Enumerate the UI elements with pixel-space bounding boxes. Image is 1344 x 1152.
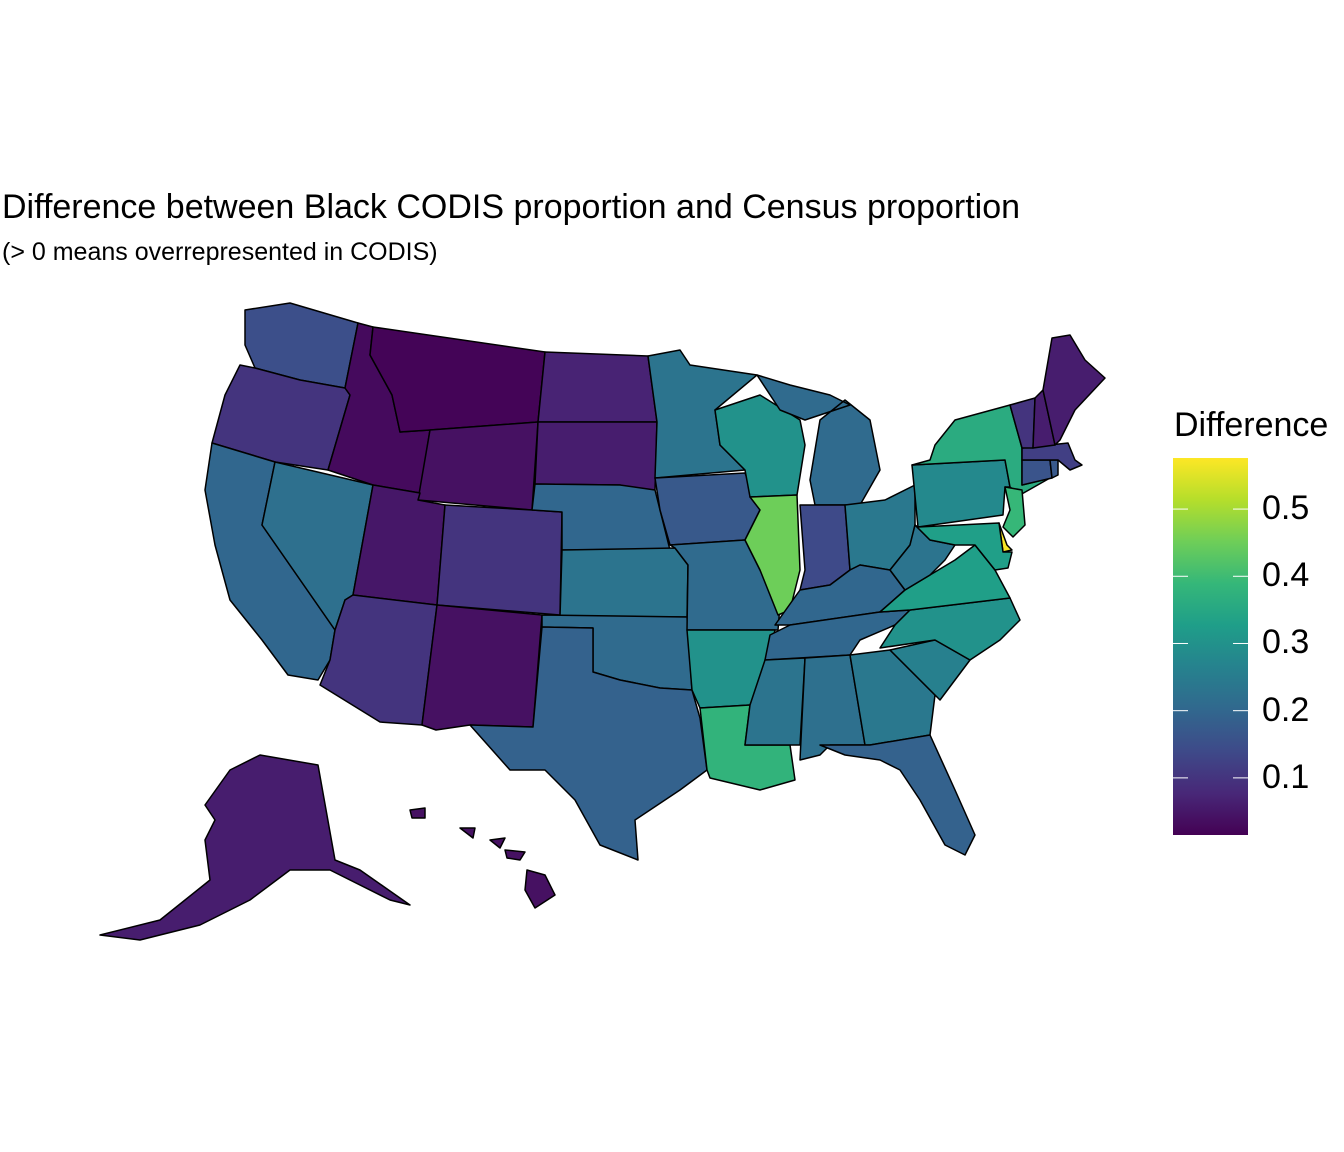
state-nc: [879, 597, 1021, 661]
state-ct: [1021, 459, 1053, 486]
state-wy: [417, 421, 539, 511]
legend-tick-label: 0.3: [1262, 623, 1310, 662]
state-hi: [409, 807, 556, 909]
legend-tick-label: 0.1: [1262, 757, 1310, 796]
state-ak: [99, 754, 411, 941]
state-il: [744, 494, 801, 616]
state-mt: [369, 326, 546, 433]
state-ia: [654, 472, 761, 546]
legend-ticks: [1173, 508, 1248, 779]
chart-title: Difference between Black CODIS proportio…: [2, 188, 1021, 226]
state-tx: [469, 626, 708, 861]
state-md: [914, 522, 1013, 571]
state-nm: [421, 604, 543, 731]
chart-subtitle: (> 0 means overrepresented in CODIS): [2, 238, 438, 266]
state-co: [436, 504, 563, 616]
legend-tick-label: 0.5: [1262, 489, 1310, 528]
state-nd: [537, 351, 658, 423]
state-or: [211, 364, 351, 471]
state-ri: [1049, 459, 1059, 479]
states-layer: [99, 302, 1106, 941]
state-ma: [1021, 442, 1083, 471]
legend-colorbar: [1173, 458, 1248, 835]
state-fl: [819, 734, 976, 856]
legend-tick-label: 0.2: [1262, 690, 1310, 729]
state-nj: [1002, 486, 1026, 538]
state-ks: [559, 547, 689, 618]
state-me: [1042, 334, 1106, 446]
legend-tick-label: 0.4: [1262, 556, 1310, 595]
state-pa: [911, 459, 1011, 528]
state-sd: [534, 421, 658, 493]
legend-title: Difference: [1174, 406, 1329, 444]
